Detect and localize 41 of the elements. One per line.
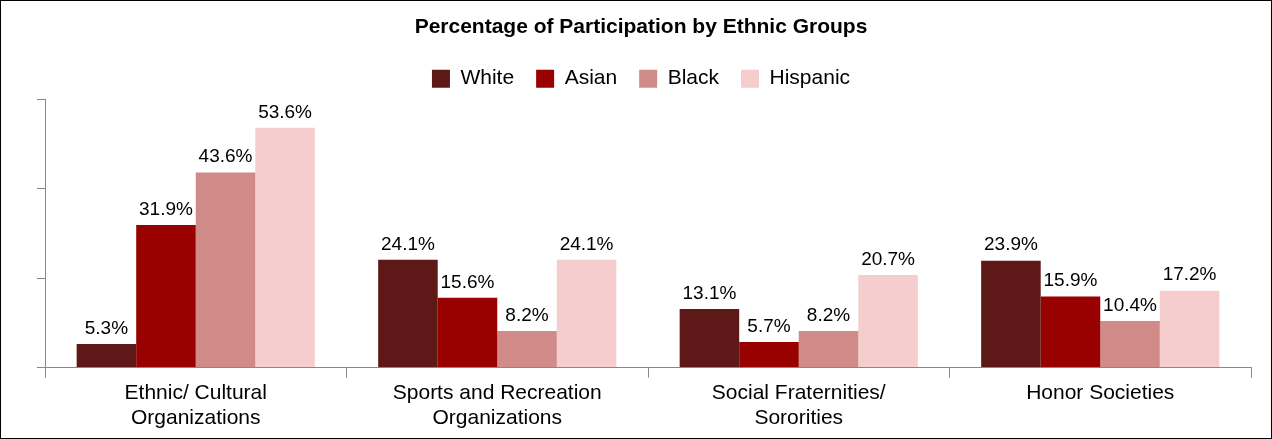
- bar: [76, 343, 137, 368]
- bar: [556, 259, 617, 368]
- bar: [437, 297, 498, 368]
- legend-label: Black: [667, 65, 720, 89]
- data-label: 15.9%: [1043, 269, 1098, 291]
- bar: [1040, 296, 1101, 368]
- data-label: 15.6%: [440, 270, 495, 292]
- legend-label: Asian: [564, 65, 618, 89]
- bar: [679, 309, 740, 368]
- data-label: 43.6%: [198, 145, 253, 167]
- bar: [255, 127, 315, 368]
- bar: [981, 260, 1041, 368]
- bar: [136, 224, 196, 368]
- bar: [195, 172, 256, 368]
- data-label: 8.2%: [806, 303, 851, 325]
- bar: [798, 330, 859, 368]
- x-tick-label: Honor Societies: [1026, 380, 1175, 403]
- data-label: 8.2%: [505, 303, 549, 325]
- data-label: 17.2%: [1162, 263, 1217, 285]
- data-label: 53.6%: [258, 100, 313, 122]
- bar: [497, 330, 557, 368]
- x-tick-label: Sports and Recreation Organizations: [392, 380, 602, 429]
- legend-label: White: [460, 65, 515, 89]
- data-label: 20.7%: [861, 247, 916, 269]
- data-label: 24.1%: [559, 232, 614, 254]
- data-label: 5.3%: [84, 316, 129, 338]
- bar: [739, 342, 799, 368]
- bar: [1159, 290, 1220, 368]
- data-label: 24.1%: [380, 232, 435, 254]
- chart-title: Percentage of Participation by Ethnic Groups: [414, 14, 868, 38]
- data-label: 31.9%: [139, 197, 194, 219]
- legend-label: Hispanic: [769, 65, 851, 89]
- x-tick-label: Social Fraternities/ Sororities: [711, 380, 886, 429]
- data-label: 5.7%: [747, 314, 791, 336]
- bar: [858, 275, 918, 368]
- data-label: 13.1%: [682, 281, 737, 303]
- bar: [1100, 321, 1160, 368]
- data-label: 10.4%: [1103, 293, 1158, 315]
- bar: [378, 259, 438, 368]
- data-label: 23.9%: [983, 233, 1038, 255]
- x-tick-label: Ethnic/ Cultural Organizations: [124, 380, 267, 429]
